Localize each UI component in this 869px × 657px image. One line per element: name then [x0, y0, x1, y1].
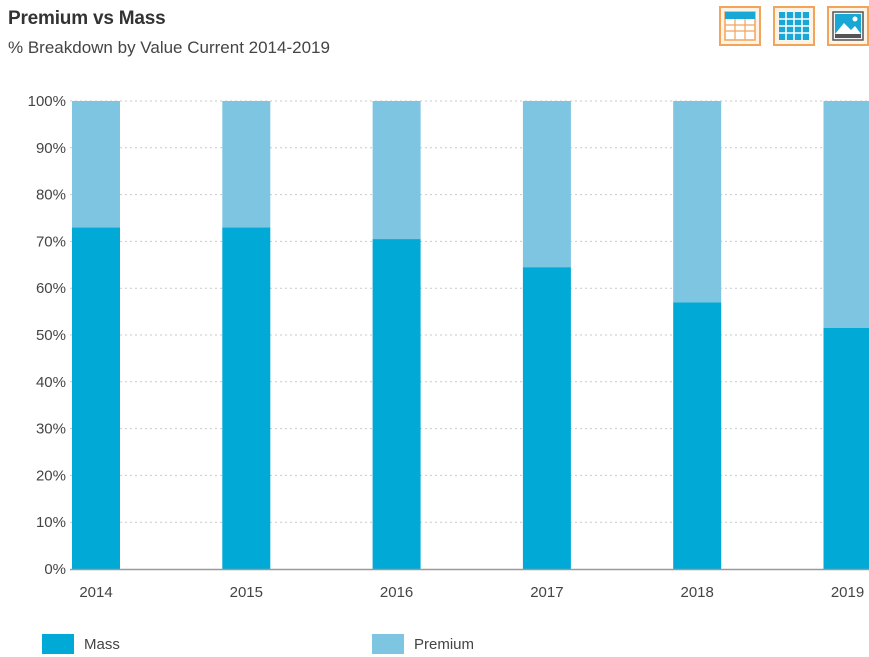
legend-item-mass[interactable]: Mass	[42, 634, 120, 654]
image-icon	[832, 11, 864, 41]
gridlines	[70, 100, 869, 523]
y-tick-label: 80%	[36, 187, 66, 204]
bar-mass-2014[interactable]	[72, 227, 120, 570]
bar-premium-2015[interactable]	[222, 101, 271, 228]
x-tick-label: 2014	[79, 584, 112, 601]
table-icon	[724, 11, 756, 41]
y-tick-label: 40%	[36, 374, 66, 391]
x-tick-label: 2018	[681, 584, 714, 601]
bar-mass-2016[interactable]	[372, 239, 421, 569]
legend-item-premium[interactable]: Premium	[372, 634, 474, 654]
x-tick-label: 2016	[380, 584, 413, 601]
bar-premium-2016[interactable]	[372, 101, 421, 240]
bar-mass-2015[interactable]	[222, 227, 271, 570]
bar-mass-2017[interactable]	[522, 267, 571, 569]
y-tick-label: 0%	[44, 561, 66, 578]
legend-swatch-mass	[42, 634, 74, 654]
table-view-button[interactable]	[719, 6, 761, 46]
legend: Mass Premium	[0, 634, 869, 657]
y-tick-label: 90%	[36, 140, 66, 157]
bar-mass-2018[interactable]	[673, 302, 722, 569]
x-tick-label: 2017	[530, 584, 563, 601]
bar-premium-2018[interactable]	[673, 101, 722, 303]
y-tick-label: 50%	[36, 327, 66, 344]
legend-label-mass: Mass	[84, 635, 120, 653]
grid-view-button[interactable]	[773, 6, 815, 46]
bar-premium-2017[interactable]	[522, 101, 571, 268]
image-view-button[interactable]	[827, 6, 869, 46]
legend-swatch-premium	[372, 634, 404, 654]
chart-subtitle: % Breakdown by Value Current 2014-2019	[8, 38, 330, 57]
view-toolbar	[719, 6, 869, 46]
grid-icon	[779, 12, 809, 40]
y-tick-label: 60%	[36, 280, 66, 297]
y-tick-label: 70%	[36, 233, 66, 250]
x-axis-ticks: 2014 2015 2016 2017 2018 2019	[79, 584, 864, 601]
legend-label-premium: Premium	[414, 635, 475, 653]
chart-title: Premium vs Mass	[8, 8, 166, 29]
bar-premium-2014[interactable]	[72, 101, 120, 228]
x-tick-label: 2019	[831, 584, 864, 601]
bars	[72, 101, 869, 570]
bar-mass-2019[interactable]	[823, 327, 869, 569]
y-tick-label: 100%	[28, 93, 66, 110]
y-tick-label: 10%	[36, 514, 66, 531]
y-axis-ticks: 0% 10% 20% 30% 40% 50% 60% 70% 80% 90% 100%	[28, 93, 66, 578]
bar-premium-2019[interactable]	[823, 101, 869, 328]
x-tick-label: 2015	[230, 584, 263, 601]
y-tick-label: 30%	[36, 421, 66, 438]
y-tick-label: 20%	[36, 467, 66, 484]
